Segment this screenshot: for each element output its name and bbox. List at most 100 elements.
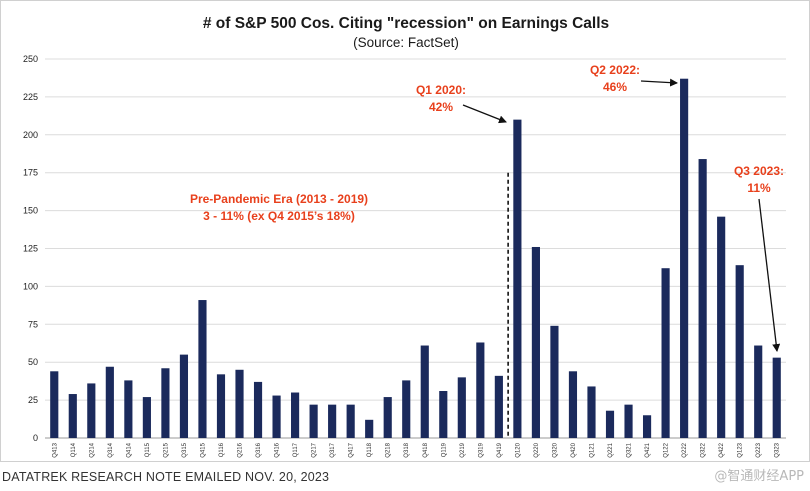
x-tick-label: Q216: [238, 442, 244, 457]
annotation-q2-2022-line1: Q2 2022:: [590, 63, 640, 77]
y-tick-label: 175: [23, 168, 38, 178]
x-tick-label: Q221: [608, 442, 614, 457]
bar-Q117: [291, 392, 300, 438]
x-tick-label: Q421: [645, 442, 651, 457]
x-tick-label: Q418: [423, 442, 429, 457]
bar-Q414: [124, 380, 133, 438]
x-tick-label: Q419: [497, 442, 503, 457]
annotation-q3-2023-line1: Q3 2023:: [734, 164, 784, 178]
bar-Q215: [161, 368, 170, 438]
bar-Q319: [476, 342, 485, 438]
bar-Q118: [365, 419, 374, 438]
x-tick-label: Q214: [89, 442, 95, 457]
footer-note: DATATREK RESEARCH NOTE EMAILED NOV. 20, …: [2, 470, 330, 484]
y-tick-label: 125: [23, 244, 38, 254]
chart-frame: # of S&P 500 Cos. Citing "recession" on …: [0, 0, 810, 462]
bar-Q420: [568, 371, 578, 438]
y-tick-label: 0: [33, 433, 38, 443]
x-tick-label: Q121: [589, 442, 595, 457]
annotation-q1-2020-line1: Q1 2020:: [416, 83, 466, 97]
bar-Q416: [272, 395, 281, 438]
bar-Q323: [772, 357, 781, 438]
bar-Q121: [587, 386, 596, 438]
arrow-q3-2023: [758, 198, 781, 352]
x-tick-label: Q117: [293, 442, 299, 457]
bar-Q214: [87, 383, 96, 438]
bar-Q222: [680, 78, 689, 438]
x-axis-ticks: Q413 Q114 Q214 Q314 Q414 Q115 Q215 Q315 Q415 Q116…: [52, 442, 780, 457]
x-tick-label: Q315: [182, 442, 188, 457]
bar-Q223: [754, 345, 763, 438]
x-tick-label: Q413: [52, 442, 58, 457]
x-tick-label: Q217: [312, 442, 318, 457]
bar-Q123: [735, 265, 744, 438]
y-tick-label: 50: [28, 357, 38, 367]
x-tick-label: Q323: [775, 442, 781, 457]
annotation-q2-2022-line2: 46%: [603, 80, 627, 94]
bar-Q220: [531, 246, 540, 438]
bar-Q421: [642, 415, 652, 438]
x-tick-label: Q422: [719, 442, 725, 457]
bar-Q316: [253, 381, 263, 438]
x-tick-label: Q116: [219, 442, 225, 457]
x-tick-label: Q123: [738, 442, 744, 457]
x-tick-label: Q314: [108, 442, 114, 457]
chart-svg: # of S&P 500 Cos. Citing "recession" on …: [23, 15, 786, 458]
bar-Q221: [605, 410, 615, 438]
y-tick-label: 200: [23, 130, 38, 140]
bar-Q417: [346, 404, 355, 438]
bar-Q320: [550, 325, 559, 438]
x-tick-label: Q321: [627, 442, 633, 457]
bar-Q116: [216, 374, 226, 438]
x-tick-label: Q317: [330, 442, 336, 457]
x-tick-label: Q416: [275, 442, 281, 457]
arrow-q1-2020: [462, 104, 507, 124]
x-tick-label: Q219: [460, 442, 466, 457]
y-tick-label: 100: [23, 281, 38, 291]
y-axis-ticks: 0 25 50 75 100 125 150 175 200 225 250: [23, 54, 38, 443]
bar-Q318: [402, 380, 411, 438]
y-tick-label: 150: [23, 206, 38, 216]
annotation-q3-2023-line2: 11%: [747, 181, 771, 195]
bar-Q114: [68, 394, 77, 438]
bar-Q122: [661, 268, 670, 438]
bar-Q413: [50, 371, 59, 438]
x-tick-label: Q114: [71, 442, 77, 457]
x-tick-label: Q215: [163, 442, 169, 457]
bar-Q422: [717, 216, 726, 438]
watermark-logo: @智通财经APP: [714, 469, 804, 484]
bar-Q218: [383, 397, 392, 438]
bar-Q120: [513, 119, 522, 438]
grid-layer: [45, 58, 786, 439]
bar-Q217: [309, 404, 318, 438]
x-tick-label: Q414: [126, 442, 132, 457]
bar-Q314: [105, 366, 114, 438]
bar-Q321: [624, 404, 633, 438]
x-tick-label: Q420: [571, 442, 577, 457]
annotation-pre-pandemic-line2: 3 - 11% (ex Q4 2015’s 18%): [203, 209, 355, 223]
bar-Q115: [142, 397, 151, 438]
x-tick-label: Q320: [552, 442, 558, 457]
bar-Q317: [328, 404, 337, 438]
x-tick-label: Q319: [478, 442, 484, 457]
x-tick-label: Q115: [145, 442, 151, 457]
arrow-q2-2022: [640, 78, 678, 87]
bar-Q119: [439, 391, 448, 438]
annotation-q1-2020-line2: 42%: [429, 100, 453, 114]
bar-Q315: [179, 354, 189, 438]
bar-layer: [50, 78, 781, 438]
bar-Q322: [698, 159, 707, 438]
x-tick-label: Q218: [386, 442, 392, 457]
x-tick-label: Q318: [404, 442, 410, 457]
y-tick-label: 250: [23, 54, 38, 64]
x-tick-label: Q316: [256, 442, 262, 457]
x-tick-label: Q222: [682, 442, 688, 457]
x-tick-label: Q223: [756, 442, 762, 457]
bar-Q219: [457, 377, 466, 438]
x-tick-label: Q415: [200, 442, 206, 457]
chart-subtitle: (Source: FactSet): [353, 35, 459, 50]
y-tick-label: 25: [28, 395, 38, 405]
x-tick-label: Q417: [349, 442, 355, 457]
x-tick-label: Q119: [441, 442, 447, 457]
annotation-pre-pandemic-line1: Pre-Pandemic Era (2013 - 2019): [190, 192, 368, 206]
